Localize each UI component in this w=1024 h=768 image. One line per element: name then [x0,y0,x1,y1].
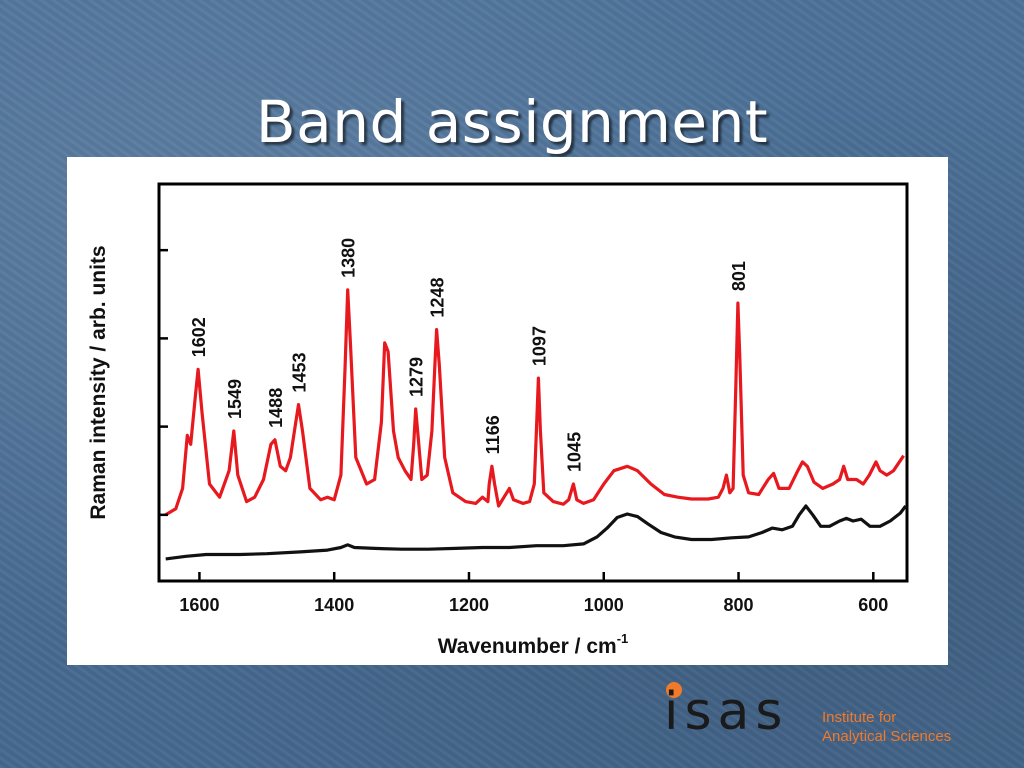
peak-label-1488: 1488 [266,388,286,428]
x-tick-label: 600 [858,595,888,615]
logo-dot-icon [666,682,682,698]
logo-line-1: Institute for [822,709,897,726]
peak-label-1380: 1380 [339,238,359,278]
plot-border [157,182,909,583]
figure-panel: 1602 1549 1488 1453 1380 1279 1248 1166 1097 1045… [67,157,948,665]
peak-label-1279: 1279 [407,357,427,397]
y-axis-label: Raman intensity / arb. units [87,245,110,519]
axis-ticks: 1600 1400 1200 1000 800 600 [159,248,888,615]
logo-line-2: Analytical Sciences [822,728,952,745]
plot-frame [157,182,909,583]
x-axis-label: Wavenumber / cm-1 [438,631,629,658]
logo-text: Institute for Analytical Sciences [822,708,951,746]
x-tick-label: 800 [724,595,754,615]
x-axis-label-superscript: -1 [617,631,629,646]
slide-title: Band assignment [255,88,769,156]
peak-label-1602: 1602 [189,317,209,357]
peak-label-1166: 1166 [483,415,503,454]
series-layer [164,288,907,561]
x-axis-label-text: Wavenumber / cm [438,635,617,658]
logo-mark: isas [664,682,789,742]
peak-label-1097: 1097 [529,326,549,366]
peak-label-1248: 1248 [428,278,448,318]
peak-label-801: 801 [729,261,749,291]
x-tick-label: 1200 [449,595,489,615]
x-tick-label: 1600 [179,595,219,615]
peak-label-1045: 1045 [564,432,584,472]
peak-label-1453: 1453 [289,353,309,393]
isas-logo: isas Institute for Analytical Sciences [662,680,992,750]
spectrum-series-1 [164,288,905,517]
spectrum-series-2 [165,504,907,561]
x-tick-label: 1400 [314,595,354,615]
peak-label-1549: 1549 [225,379,245,419]
x-tick-label: 1000 [584,595,624,615]
